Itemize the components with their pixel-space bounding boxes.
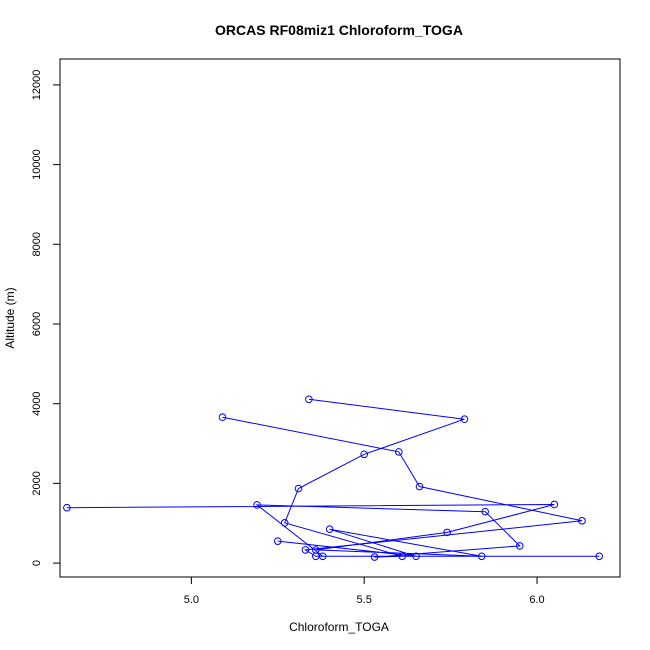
plot-area xyxy=(59,58,621,578)
data-point xyxy=(218,413,227,422)
data-point xyxy=(294,484,303,493)
data-point xyxy=(63,503,71,512)
y-tick-label: 8000 xyxy=(31,232,43,256)
x-tick-label: 5.0 xyxy=(184,594,199,606)
series-layer xyxy=(63,395,604,561)
y-tick-label: 6000 xyxy=(31,312,43,336)
data-point xyxy=(325,525,334,533)
data-point xyxy=(280,519,289,527)
data-point xyxy=(595,552,604,561)
data-point xyxy=(460,415,469,424)
data-point xyxy=(394,448,403,456)
data-point xyxy=(305,395,313,404)
y-axis-label: Altitude (m) xyxy=(3,287,17,348)
x-axis: 5.0 5.5 6.0 xyxy=(184,576,545,606)
x-tick-label: 5.5 xyxy=(357,594,372,606)
series-line xyxy=(222,398,600,558)
x-tick-label: 6.0 xyxy=(529,594,544,606)
data-point xyxy=(477,552,486,561)
data-point xyxy=(301,546,310,554)
data-point xyxy=(253,501,261,509)
data-point xyxy=(360,450,368,459)
data-point xyxy=(443,528,451,537)
data-point xyxy=(481,507,489,516)
y-tick-label: 0 xyxy=(31,560,43,566)
data-point xyxy=(370,553,379,561)
data-point xyxy=(312,546,320,554)
y-tick-label: 12000 xyxy=(31,70,43,101)
y-tick-label: 4000 xyxy=(31,391,43,415)
data-point xyxy=(273,537,282,545)
y-tick-label: 10000 xyxy=(31,149,43,180)
data-point xyxy=(415,482,424,491)
y-tick-label: 2000 xyxy=(31,471,43,495)
series-line xyxy=(66,504,555,557)
x-axis-label: Chloroform_TOGA xyxy=(289,620,389,634)
data-point xyxy=(412,552,420,561)
y-axis: 0 2000 4000 6000 8000 10000 12000 xyxy=(31,70,61,566)
data-point xyxy=(515,542,524,550)
data-point xyxy=(550,500,559,509)
chart-title: ORCAS RF08miz1 Chloroform_TOGA xyxy=(215,22,463,38)
data-point xyxy=(578,517,586,525)
